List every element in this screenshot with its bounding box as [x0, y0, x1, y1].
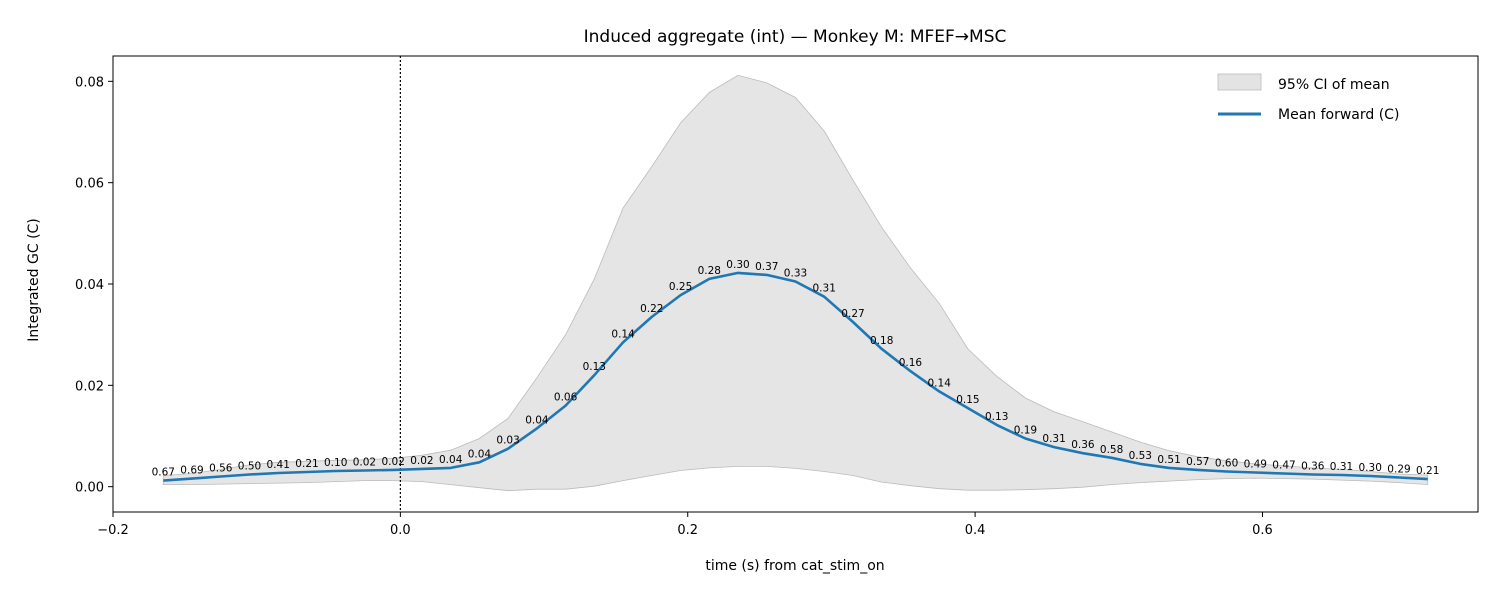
point-label: 0.36	[1071, 439, 1095, 451]
point-label: 0.16	[899, 357, 923, 369]
point-label: 0.21	[1416, 465, 1439, 477]
point-label: 0.02	[410, 455, 433, 467]
point-label: 0.19	[1014, 425, 1037, 437]
point-label: 0.03	[496, 435, 519, 447]
point-label: 0.36	[1301, 461, 1325, 473]
point-label: 0.04	[468, 448, 492, 460]
point-label: 0.21	[295, 458, 318, 470]
y-tick-label: 0.02	[75, 379, 104, 394]
point-label: 0.13	[583, 361, 606, 373]
point-label: 0.02	[353, 457, 376, 469]
x-tick-label: −0.2	[97, 523, 129, 538]
point-label: 0.49	[1244, 459, 1267, 471]
point-label: 0.14	[928, 377, 952, 389]
point-label: 0.14	[611, 328, 635, 340]
point-label: 0.37	[755, 261, 778, 273]
point-label: 0.57	[1186, 456, 1209, 468]
point-label: 0.10	[324, 457, 347, 469]
point-label: 0.60	[1215, 458, 1238, 470]
point-label: 0.27	[841, 308, 864, 320]
point-label: 0.04	[525, 414, 549, 426]
y-tick-label: 0.04	[75, 278, 104, 293]
point-label: 0.13	[985, 411, 1008, 423]
ci-band	[162, 74, 1429, 492]
point-label: 0.31	[1330, 461, 1353, 473]
plot-area: 0.67 0.69 0.56 0.50 0.41 0.21 0.10 0.02 0.02 0.02…	[75, 55, 1479, 538]
point-label: 0.30	[1359, 462, 1382, 474]
legend-ci-swatch	[1217, 73, 1262, 91]
x-tick-label: 0.4	[965, 523, 986, 538]
point-label: 0.25	[669, 281, 692, 293]
legend: 95% CI of mean Mean forward (C)	[1217, 73, 1399, 123]
point-label: 0.53	[1129, 450, 1152, 462]
point-label: 0.31	[813, 283, 836, 295]
point-label: 0.06	[554, 392, 578, 404]
point-label: 0.29	[1387, 464, 1410, 476]
point-label: 0.51	[1157, 454, 1180, 466]
point-label: 0.28	[698, 265, 721, 277]
point-label: 0.56	[209, 463, 233, 475]
point-label: 0.30	[726, 259, 749, 271]
y-axis-label: Integrated GC (C)	[26, 218, 42, 342]
y-tick-label: 0.06	[75, 177, 104, 192]
point-label: 0.67	[152, 467, 175, 479]
point-label: 0.18	[870, 335, 893, 347]
x-tick-label: 0.0	[390, 523, 411, 538]
point-label: 0.04	[439, 454, 463, 466]
y-tick-label: 0.08	[75, 75, 104, 90]
x-tick-label: 0.6	[1252, 523, 1273, 538]
mean-forward-line	[163, 271, 1428, 482]
y-tick-label: 0.00	[75, 481, 104, 496]
legend-mean-label: Mean forward (C)	[1278, 107, 1399, 123]
point-label: 0.58	[1100, 444, 1123, 456]
x-tick-label: 0.2	[677, 523, 698, 538]
point-label: 0.22	[640, 303, 663, 315]
point-label: 0.47	[1272, 460, 1295, 472]
point-label: 0.50	[238, 461, 261, 473]
x-axis-label: time (s) from cat_stim_on	[705, 558, 884, 574]
point-label: 0.33	[784, 268, 807, 280]
point-label: 0.41	[267, 459, 290, 471]
point-label: 0.15	[956, 394, 979, 406]
point-label: 0.31	[1042, 433, 1065, 445]
legend-ci-label: 95% CI of mean	[1278, 77, 1390, 93]
chart-title: Induced aggregate (int) — Monkey M: MFEF…	[584, 27, 1007, 47]
point-label: 0.69	[180, 465, 203, 477]
point-label: 0.02	[382, 456, 405, 468]
